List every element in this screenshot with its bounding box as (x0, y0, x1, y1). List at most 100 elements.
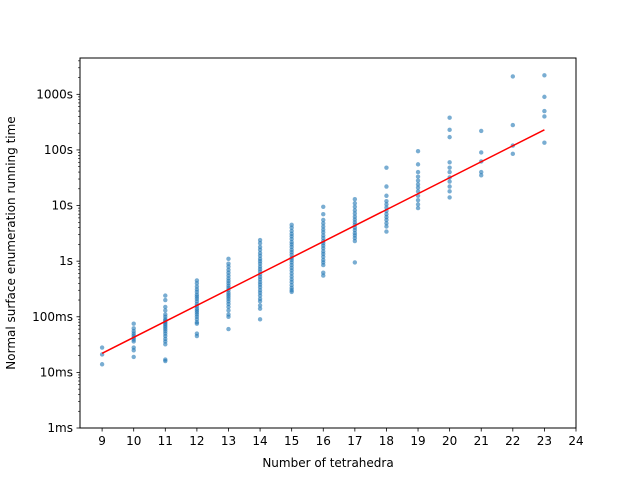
data-point (131, 339, 136, 344)
data-point (447, 134, 452, 140)
data-point (447, 165, 452, 170)
data-point (510, 151, 516, 157)
data-point (447, 184, 452, 189)
data-point (384, 184, 389, 189)
data-point (542, 114, 547, 119)
data-point (257, 253, 263, 258)
data-point (321, 254, 326, 259)
data-point (352, 197, 358, 202)
data-point (415, 169, 421, 175)
data-point (99, 345, 105, 350)
data-point (479, 169, 484, 175)
x-tick-label: 20 (442, 434, 457, 448)
data-point (321, 204, 326, 209)
data-point (226, 314, 231, 319)
x-tick-label: 13 (221, 434, 236, 448)
data-point (447, 127, 452, 133)
data-point (447, 160, 452, 165)
data-point (542, 140, 547, 145)
data-point (384, 221, 389, 226)
data-point (384, 202, 389, 207)
x-tick-label: 15 (284, 434, 299, 448)
data-point (289, 289, 294, 295)
data-point (479, 128, 484, 134)
data-point (352, 211, 358, 216)
data-point (542, 108, 547, 114)
y-tick-label: 10s (51, 199, 73, 213)
data-point (163, 358, 168, 364)
x-tick-label: 16 (316, 434, 331, 448)
data-point (415, 182, 421, 187)
data-point (131, 321, 136, 326)
x-tick-label: 19 (410, 434, 425, 448)
data-point (163, 304, 168, 310)
data-point (257, 303, 263, 308)
data-point (257, 247, 263, 253)
data-point (226, 264, 231, 269)
data-point (479, 173, 484, 178)
data-point (99, 362, 105, 367)
axes-frame (79, 57, 577, 429)
data-point (542, 73, 547, 78)
data-point (415, 197, 421, 203)
data-point (415, 205, 421, 211)
data-point (542, 94, 547, 100)
data-point (257, 241, 263, 246)
data-point (384, 198, 389, 204)
data-point (131, 348, 136, 353)
data-point (510, 74, 516, 79)
data-point (384, 224, 389, 229)
data-point (226, 301, 231, 307)
x-axis-label: Number of tetrahedra (262, 456, 393, 470)
data-point (321, 211, 326, 217)
data-point (131, 354, 136, 360)
data-point (321, 246, 326, 251)
data-point (194, 281, 200, 286)
x-tick-label: 12 (189, 434, 204, 448)
data-point (194, 333, 200, 339)
data-point (257, 237, 263, 243)
y-axis-label: Normal surface enumeration running time (4, 116, 18, 369)
data-point (226, 256, 231, 262)
data-point (163, 308, 168, 313)
fit-line-layer (101, 129, 545, 355)
data-point (321, 262, 326, 268)
data-point (226, 304, 231, 310)
data-point (384, 165, 389, 170)
data-point (447, 169, 452, 175)
data-point (163, 342, 168, 347)
y-tick-label: 100s (44, 143, 73, 157)
x-tick-label: 14 (252, 434, 267, 448)
data-point (415, 148, 421, 154)
data-point (321, 224, 326, 229)
data-point (447, 195, 452, 200)
data-point (352, 238, 358, 244)
data-point (289, 279, 294, 285)
data-point (384, 229, 389, 234)
data-point (510, 122, 516, 128)
y-tick-label: 10ms (40, 365, 73, 379)
data-point (194, 321, 200, 326)
data-point (447, 179, 452, 184)
data-point (479, 150, 484, 155)
x-tick-label: 11 (158, 434, 173, 448)
x-tick-label: 10 (126, 434, 141, 448)
data-point (447, 115, 452, 120)
data-point (352, 208, 358, 213)
data-point (289, 225, 294, 230)
data-point (163, 293, 168, 298)
data-point (415, 202, 421, 207)
data-point (257, 299, 263, 304)
data-point (352, 201, 358, 206)
data-point (352, 260, 358, 265)
data-point (415, 174, 421, 179)
x-tick-label: 22 (505, 434, 520, 448)
data-point (321, 221, 326, 226)
data-point (415, 185, 421, 190)
x-tick-label: 18 (379, 434, 394, 448)
data-point (447, 189, 452, 194)
x-tick-label: 9 (98, 434, 106, 448)
